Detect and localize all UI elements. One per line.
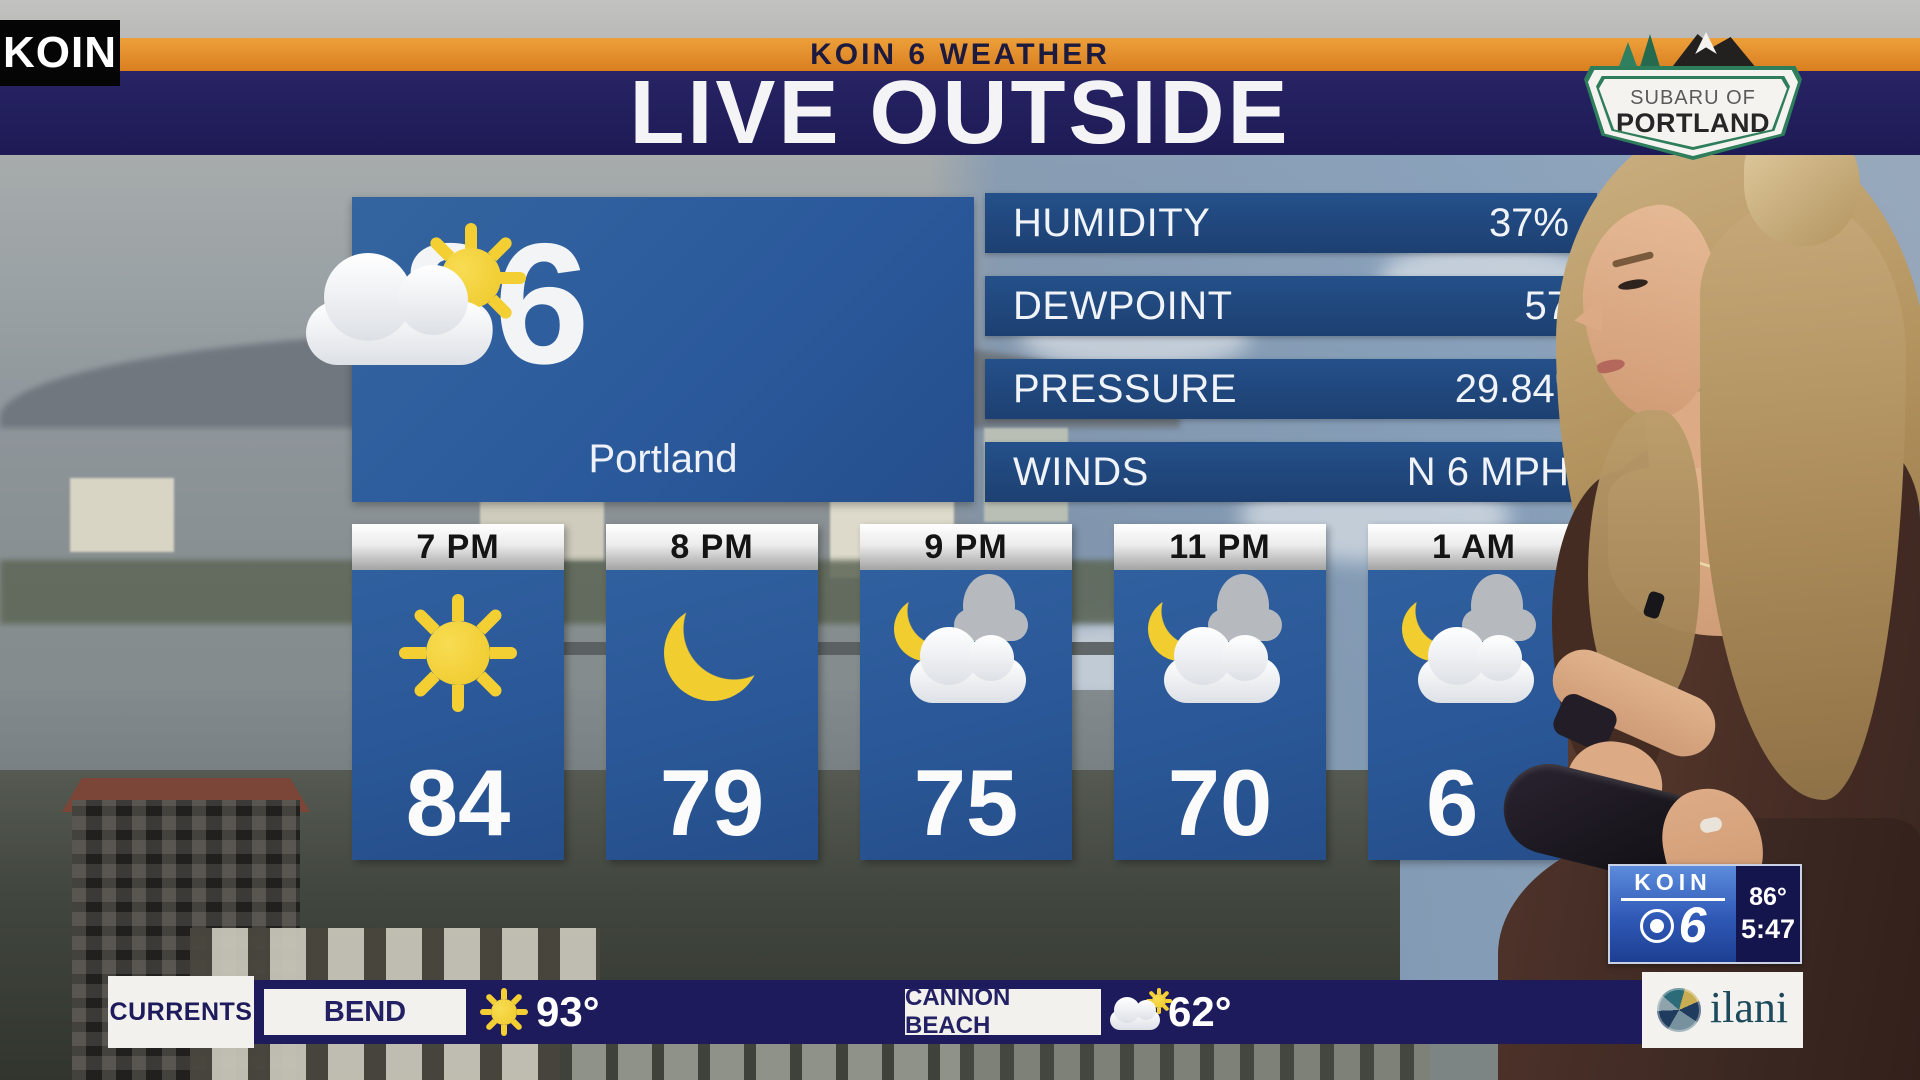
stat-value: N 6 MPH (1406, 449, 1569, 494)
station-bug: KOIN 6 86° 5:47 (1608, 864, 1802, 964)
sunny-icon (480, 988, 528, 1036)
stat-value: 29.84" (1454, 366, 1569, 411)
ticker-city-bend: BEND (264, 989, 466, 1035)
cloud-part (306, 253, 492, 365)
hourly-column-1am: 1 AM 6 (1368, 524, 1580, 860)
currents-ticker: CURRENTS BEND 93° CANNON BEACH (108, 976, 1642, 1048)
hour-temp: 75 (913, 750, 1019, 855)
bug-info-panel: 86° 5:47 (1736, 866, 1800, 962)
hour-label: 11 PM (1114, 524, 1326, 570)
sponsor-line1: SUBARU OF (1630, 87, 1756, 110)
hour-temp: 79 (659, 750, 765, 855)
ticker-city-cannon-beach: CANNON BEACH (905, 984, 1101, 1039)
station-logo: KOIN (0, 20, 120, 86)
stat-label: HUMIDITY (1013, 200, 1211, 245)
sponsor-ilani: ilani (1642, 972, 1803, 1048)
hour-label: 9 PM (860, 524, 1072, 570)
stat-row-winds: WINDS N 6 MPH (985, 442, 1597, 502)
current-city: Portland (588, 437, 738, 481)
hour-label: 1 AM (1368, 524, 1580, 570)
hourly-column-11pm: 11 PM 70 (1114, 524, 1326, 860)
ticker-temp-cannon-beach: 62° (1168, 988, 1232, 1035)
hourly-column-9pm: 9 PM 75 (860, 524, 1072, 860)
cbs-eye-icon (1639, 908, 1674, 943)
hour-temp: 6 (1426, 750, 1479, 855)
stat-row-dewpoint: DEWPOINT 57 (985, 276, 1597, 336)
stat-row-humidity: HUMIDITY 37% (985, 193, 1597, 253)
page-title: LIVE OUTSIDE (629, 63, 1291, 163)
stat-row-pressure: PRESSURE 29.84" (985, 359, 1597, 419)
hourly-column-7pm: 7 PM 84 (352, 524, 564, 860)
bug-station-name: KOIN (1634, 869, 1712, 895)
stat-label: PRESSURE (1013, 366, 1238, 411)
hour-temp: 70 (1167, 750, 1273, 855)
banner-bar: KOIN 6 WEATHER (0, 38, 1920, 71)
sun-behind-cloud-icon (1110, 988, 1174, 1034)
bug-time: 5:47 (1740, 914, 1796, 944)
hour-label: 8 PM (606, 524, 818, 570)
sponsor-badge-subaru: SUBARU OF PORTLAND (1584, 30, 1802, 160)
hour-label: 7 PM (352, 524, 564, 570)
clear-moon-icon (664, 605, 760, 701)
bug-channel: 6 (1678, 897, 1707, 953)
stat-value: 37% (1488, 200, 1569, 245)
sun-behind-cloud-icon (306, 223, 536, 383)
stat-label: DEWPOINT (1013, 283, 1233, 328)
ilani-wordmark: ilani (1709, 983, 1789, 1032)
stat-label: WINDS (1013, 449, 1149, 494)
sponsor-line2: PORTLAND (1616, 108, 1770, 139)
building (70, 478, 174, 552)
ticker-temp-bend: 93° (536, 988, 600, 1035)
ticker-label: CURRENTS (108, 976, 254, 1048)
koin6-logo: KOIN 6 (1610, 866, 1736, 962)
hourly-column-8pm: 8 PM 79 (606, 524, 818, 860)
moon-with-clouds-icon (1140, 573, 1300, 709)
current-conditions-panel: 86 Portland (306, 197, 974, 502)
bug-temp: 86° (1749, 883, 1787, 911)
banner-text: KOIN 6 WEATHER (810, 37, 1110, 71)
moon-with-clouds-icon (1394, 573, 1554, 709)
hour-temp: 84 (405, 750, 511, 855)
current-stats: HUMIDITY 37% DEWPOINT 57 PRESSURE 29.84"… (985, 193, 1597, 525)
ilani-logo-icon (1656, 988, 1701, 1032)
sunny-icon (399, 594, 517, 712)
moon-with-clouds-icon (886, 573, 1046, 709)
